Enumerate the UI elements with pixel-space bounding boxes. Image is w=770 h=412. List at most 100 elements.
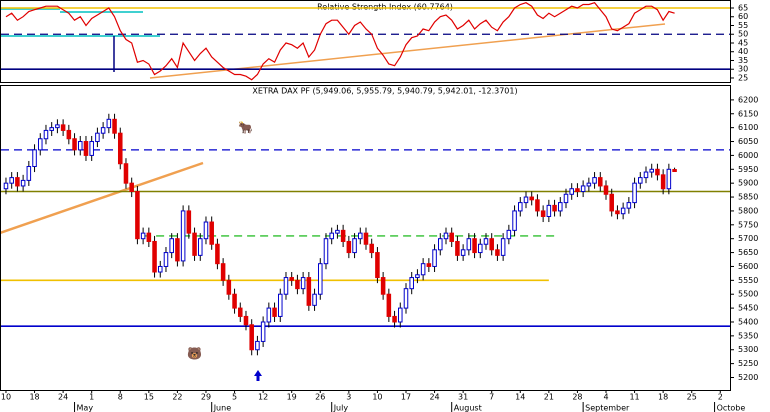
candle-body [243,315,249,326]
x-tick-label: 29 [201,393,211,402]
candle-body [357,232,363,240]
candle-body [649,168,654,173]
x-tick-label: 8 [118,393,123,402]
candle-body [295,279,300,290]
y-tick-label: 25 [738,73,748,82]
candle-body [323,238,329,265]
candle-body [215,243,220,265]
candle-body [163,252,169,267]
y-tick-label: 65 [738,3,748,12]
candle-body [20,179,26,187]
candle-body [460,249,466,256]
x-tick-label: 19 [287,393,297,402]
candle-body [426,263,432,267]
y-tick-label: 30 [738,65,748,74]
candle-body [552,204,557,212]
candle-body [89,141,94,156]
y-tick-label: 40 [738,47,748,56]
candle-body [398,307,403,323]
y-tick-label: 5250 [738,359,758,368]
candle-body [409,277,414,290]
y-tick-label: 35 [738,56,748,65]
candle-body [518,202,523,212]
candle-body [100,127,106,134]
y-tick-label: 6150 [738,109,758,118]
y-tick-label: 5800 [738,206,758,215]
candle-body [523,196,529,204]
candle-body [15,177,20,187]
candle-body [380,277,386,295]
y-tick-label: 5550 [738,276,758,285]
candle-body [580,185,586,192]
candle-body [317,263,323,295]
candle-body [626,202,632,209]
candle-body [609,193,614,212]
y-tick-label: 5700 [738,234,758,243]
month-label: August [454,404,482,412]
candle-body [152,240,157,273]
candle-body [312,293,317,306]
candle-body [392,315,397,323]
candle-body [66,129,72,140]
candle-body [638,177,643,184]
candle-body [226,279,232,295]
candle-body [603,185,609,195]
x-tick-label: 10 [1,393,11,402]
x-tick-label: 31 [458,393,468,402]
x-tick-label: 21 [544,393,554,402]
candle-body [32,149,37,168]
candle-body [106,118,112,129]
y-tick-label: 5850 [738,193,758,202]
candle-body [632,182,637,204]
x-tick-label: 17 [401,393,411,402]
y-tick-label: 55 [738,21,748,30]
y-tick-label: 5500 [738,290,758,299]
candle-body [438,238,443,251]
candle-body [255,340,260,351]
candle-body [500,238,506,256]
candle-body [169,238,174,254]
candle-body [375,252,380,279]
candle-body [77,141,83,151]
y-tick-label: 45 [738,38,748,47]
price-frame [0,85,731,391]
candle-body [60,124,66,131]
candle-body [558,202,563,212]
y-tick-label: 5950 [738,165,758,174]
y-tick-label: 5300 [738,345,758,354]
candle-body [249,324,254,351]
x-tick-label: 12 [258,393,268,402]
candle-body [203,221,209,240]
candle-body [535,199,540,212]
candle-body [220,263,226,281]
candle-body [643,171,649,179]
candle-body [237,307,243,317]
candle-body [197,238,203,256]
candle-body [569,188,574,195]
candle-body [432,249,437,267]
candle-body [455,240,460,256]
candle-body [672,169,677,173]
x-tick-label: 15 [144,393,154,402]
x-tick-label: 7 [489,393,494,402]
candle-body [592,177,597,184]
candle-body [478,243,483,254]
candle-body [420,263,426,276]
x-tick-label: 25 [687,393,697,402]
candle-body [512,210,517,231]
bull-icon: 🐂 [238,121,253,135]
x-tick-label: 24 [429,393,439,402]
candle-body [129,182,134,192]
candle-body [489,238,494,251]
candle-body [43,129,49,140]
candle-body [3,182,9,190]
candle-body [655,168,660,176]
y-tick-label: 6000 [738,151,758,160]
y-tick-label: 6100 [738,123,758,132]
candle-body [180,210,186,262]
y-tick-label: 60 [738,12,748,21]
x-tick-label: 4 [603,393,608,402]
candle-body [615,210,620,215]
